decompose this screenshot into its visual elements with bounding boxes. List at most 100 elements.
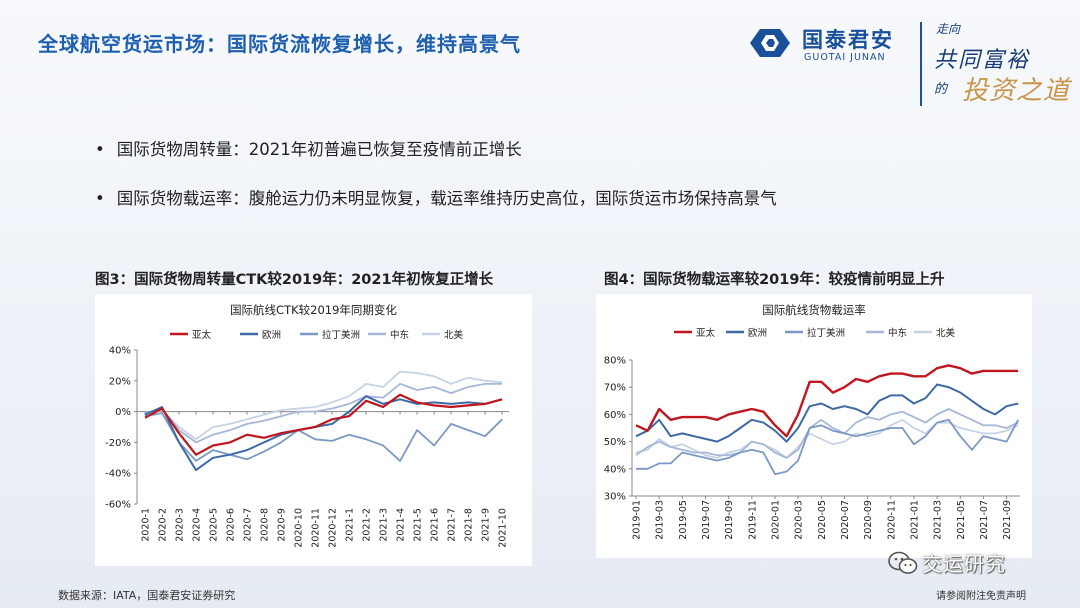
y-tick-label: 60% — [604, 410, 626, 421]
series-line — [636, 418, 1019, 476]
y-tick-label: 50% — [604, 437, 626, 448]
y-tick-label: 40% — [109, 346, 131, 357]
legend-label: 中东 — [888, 327, 907, 339]
x-tick-label: 2019-03 — [655, 500, 666, 540]
x-tick-label: 2020-9 — [277, 508, 288, 542]
x-tick-label: 2019-07 — [701, 500, 712, 540]
data-source: 数据来源：IATA，国泰君安证券研究 — [58, 589, 236, 602]
logo-text-cn: 国泰君安 — [802, 28, 894, 52]
legend-label: 欧洲 — [262, 329, 281, 341]
y-tick-label: 0% — [115, 407, 131, 418]
x-tick-label: 2021-01 — [909, 500, 920, 540]
series-line — [144, 370, 503, 441]
x-tick-label: 2021-4 — [396, 508, 407, 542]
chart-title: 国际航线货物载运率 — [762, 303, 866, 317]
x-tick-label: 2021-1 — [345, 508, 356, 542]
x-tick-label: 2019-01 — [632, 500, 643, 540]
y-tick-label: 80% — [604, 356, 626, 367]
legend-label: 拉丁美洲 — [807, 327, 845, 339]
x-tick-label: 2020-03 — [794, 500, 805, 540]
legend-label: 中东 — [390, 329, 409, 341]
x-tick-label: 2021-8 — [464, 508, 475, 542]
x-tick-label: 2021-5 — [413, 508, 424, 542]
x-tick-label: 2021-09 — [1002, 500, 1013, 540]
bullet-text: 国际货物周转量：2021年初普遍已恢复至疫情前正增长 — [116, 140, 522, 159]
legend-label: 拉丁美洲 — [322, 329, 360, 341]
chart-panel-ctk: 国际航线CTK较2019年同期变化亚太 欧洲 拉丁美洲 中东 北美 40% 20% 0% -20… — [95, 294, 532, 566]
x-tick-label: 2021-07 — [979, 500, 990, 540]
y-tick-label: -40% — [105, 469, 131, 480]
legend-label: 北美 — [444, 329, 464, 341]
logo-text-en: GUOTAI JUNAN — [804, 52, 886, 63]
page-title: 全球航空货运市场：国际货流恢复增长，维持高景气 — [38, 32, 521, 56]
series-line — [144, 395, 503, 472]
series-line — [144, 412, 503, 462]
guotai-junan-logo: 国泰君安 GUOTAI JUNAN — [748, 20, 910, 68]
x-tick-label: 2021-6 — [430, 508, 441, 542]
x-tick-label: 2021-3 — [379, 508, 390, 542]
y-tick-label: 70% — [604, 383, 626, 394]
figure-3-caption: 图3：国际货物周转量CTK较2019年：2021年初恢复正增长 — [95, 272, 494, 288]
x-tick-label: 2020-11 — [886, 500, 897, 540]
x-tick-label: 2021-10 — [498, 508, 509, 548]
bullet-dot: • — [95, 189, 105, 208]
x-tick-label: 2021-03 — [933, 500, 944, 540]
x-tick-label: 2020-07 — [840, 500, 851, 540]
y-tick-label: 20% — [109, 376, 131, 387]
chart-panel-load-factor: 国际航线货物载运率亚太 欧洲 拉丁美洲 中东 北美 80% 70% 60% 50% 40% 30% 2… — [596, 294, 1032, 558]
x-tick-label: 2020-4 — [192, 508, 203, 542]
series-line — [144, 393, 503, 456]
y-tick-label: -60% — [105, 500, 131, 511]
watermark: 交运研究 — [888, 546, 1038, 580]
figure-4-caption: 图4：国际货物载运率较2019年：较疫情前明显上升 — [604, 272, 945, 288]
watermark-text: 交运研究 — [922, 552, 1006, 576]
bullet-item: • 国际货物周转量：2021年初普遍已恢复至疫情前正增长 — [95, 136, 522, 160]
x-tick-label: 2020-10 — [294, 508, 305, 548]
x-tick-label: 2019-11 — [747, 500, 758, 540]
x-tick-label: 2020-1 — [141, 508, 152, 542]
slogan-line-3: 的 — [934, 82, 948, 97]
x-tick-label: 2020-6 — [226, 508, 237, 542]
series-line — [635, 364, 1019, 438]
x-tick-label: 2020-12 — [328, 508, 339, 548]
series-line — [144, 383, 503, 444]
slogan: 走向 共同富裕 的 投资之道 — [934, 18, 1069, 118]
y-tick-label: -20% — [105, 438, 131, 449]
x-tick-label: 2020-05 — [817, 500, 828, 540]
legend-label: 亚太 — [696, 327, 716, 339]
legend-label: 亚太 — [192, 329, 212, 341]
x-tick-label: 2021-7 — [447, 508, 458, 542]
disclaimer: 请参阅附注免责声明 — [936, 591, 1026, 602]
y-tick-label: 40% — [604, 464, 626, 475]
legend-label: 北美 — [936, 327, 956, 339]
x-tick-label: 2020-09 — [863, 500, 874, 540]
y-tick-label: 30% — [604, 492, 626, 503]
x-tick-label: 2021-2 — [362, 508, 373, 542]
series-line — [635, 408, 1019, 459]
x-tick-label: 2021-05 — [956, 500, 967, 540]
x-tick-label: 2020-11 — [311, 508, 322, 548]
x-tick-label: 2019-09 — [724, 500, 735, 540]
bullet-text: 国际货物载运率：腹舱运力仍未明显恢复，载运率维持历史高位，国际货运市场保持高景气 — [116, 189, 777, 208]
series-line — [635, 383, 1019, 443]
slogan-line-2: 共同富裕 — [934, 48, 1031, 73]
bullet-item: • 国际货物载运率：腹舱运力仍未明显恢复，载运率维持历史高位，国际货运市场保持高景… — [95, 185, 777, 209]
x-tick-label: 2020-8 — [260, 508, 271, 542]
slogan-line-1: 走向 — [936, 22, 961, 36]
x-tick-label: 2020-2 — [158, 508, 169, 542]
wechat-icon — [888, 551, 918, 574]
chart-title: 国际航线CTK较2019年同期变化 — [230, 303, 397, 317]
x-tick-label: 2021-9 — [481, 508, 492, 542]
bullet-dot: • — [95, 140, 105, 159]
x-tick-label: 2020-01 — [770, 500, 781, 540]
legend-label: 欧洲 — [748, 327, 767, 339]
slogan-line-4: 投资之道 — [962, 76, 1071, 106]
x-tick-label: 2020-7 — [243, 508, 254, 542]
header-divider — [920, 22, 922, 106]
x-tick-label: 2020-3 — [175, 508, 186, 542]
logo-mark-icon — [750, 29, 790, 57]
x-tick-label: 2019-05 — [678, 500, 689, 540]
x-tick-label: 2020-5 — [209, 508, 220, 542]
